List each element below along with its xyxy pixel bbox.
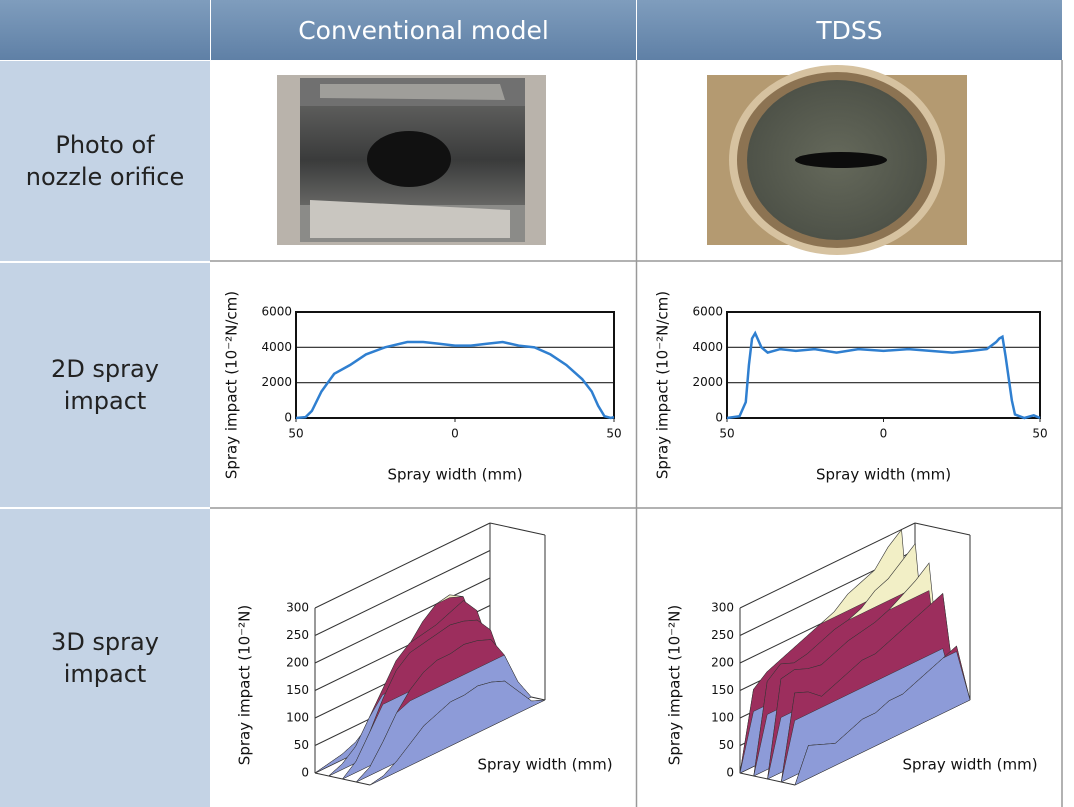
y-tick-label: 100 <box>286 711 309 725</box>
y-tick-label: 250 <box>711 628 734 642</box>
axis-line <box>489 522 546 536</box>
y-tick-label: 300 <box>711 601 734 615</box>
y-tick-label: 200 <box>286 656 309 670</box>
x-axis-label: Spray width (mm) <box>477 756 612 774</box>
row-label: 3D spray impact <box>51 627 159 688</box>
x-tick-label: 50 <box>606 427 621 441</box>
row-label-cell: Photo of nozzle orifice <box>0 61 210 261</box>
y-tick-label: 6000 <box>261 305 292 319</box>
plot-frame <box>295 311 615 419</box>
data-line <box>726 330 1041 420</box>
grid-line <box>314 522 491 609</box>
y-tick-label: 200 <box>711 656 734 670</box>
y-tick-label: 250 <box>286 628 309 642</box>
header-corner <box>0 0 210 60</box>
photo-conventional <box>277 75 546 245</box>
x-tick-label: 0 <box>451 427 459 441</box>
y-axis-label: Spray impact (10⁻²N/cm) <box>223 291 241 479</box>
grid-line <box>739 522 916 609</box>
y-tick-label: 50 <box>719 738 734 752</box>
y-tick-label: 0 <box>301 766 309 780</box>
row-label: Photo of nozzle orifice <box>25 130 185 191</box>
y-tick-label: 4000 <box>692 340 723 354</box>
x-tick-label: 50 <box>719 427 734 441</box>
header-text: Conventional model <box>298 15 549 45</box>
row-label: 2D spray impact <box>51 354 159 415</box>
header-text: TDSS <box>816 15 883 45</box>
y-tick-label: 300 <box>286 601 309 615</box>
y-tick-label: 100 <box>711 711 734 725</box>
surface-band <box>794 651 971 786</box>
y-axis-label: Spray impact (10⁻²N) <box>666 605 684 765</box>
row-label-cell: 2D spray impact <box>0 263 210 507</box>
y-tick-label: 150 <box>286 683 309 697</box>
y-tick-label: 0 <box>715 411 723 425</box>
surface-band <box>369 680 546 786</box>
x-axis-label: Spray width (mm) <box>816 466 951 484</box>
header-cell: Conventional model <box>211 0 636 60</box>
photo-tdss <box>707 65 967 255</box>
row-label-cell: 3D spray impact <box>0 509 210 807</box>
x-axis-label: Spray width (mm) <box>902 756 1037 774</box>
y-tick-label: 50 <box>294 738 309 752</box>
grid-line <box>314 550 491 636</box>
y-tick-label: 0 <box>726 766 734 780</box>
y-tick-label: 2000 <box>261 375 292 389</box>
grid-line <box>314 577 491 664</box>
y-tick-label: 2000 <box>692 375 723 389</box>
data-line <box>295 340 615 420</box>
x-tick-label: 50 <box>288 427 303 441</box>
y-tick-label: 0 <box>284 411 292 425</box>
y-axis-label: Spray impact (10⁻²N/cm) <box>654 291 672 479</box>
header-cell: TDSS <box>637 0 1062 60</box>
x-tick-label: 50 <box>1032 427 1047 441</box>
y-tick-label: 4000 <box>261 340 292 354</box>
y-tick-label: 150 <box>711 683 734 697</box>
grid-lines <box>210 60 1063 807</box>
plot-frame <box>726 311 1041 419</box>
x-axis-label: Spray width (mm) <box>387 466 522 484</box>
y-tick-label: 6000 <box>692 305 723 319</box>
axis-line <box>914 522 971 536</box>
x-tick-label: 0 <box>880 427 888 441</box>
y-axis-label: Spray impact (10⁻²N) <box>236 605 254 765</box>
